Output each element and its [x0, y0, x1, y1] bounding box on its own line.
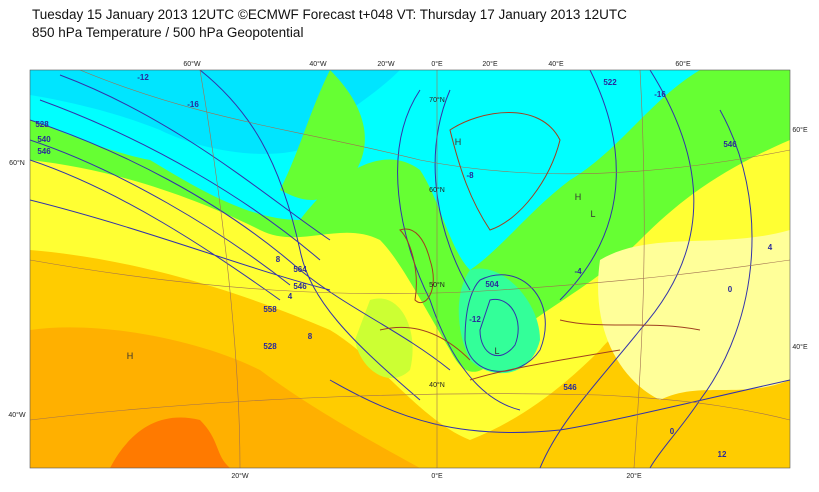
latitude-label: 70°N [429, 96, 445, 104]
contour-label: 564 [293, 265, 307, 274]
contour-label: 546 [723, 140, 737, 149]
contour-label: 4 [768, 243, 773, 252]
longitude-label: 20°W [377, 60, 395, 68]
latitude-label: 60°N [429, 186, 445, 194]
contour-label: 4 [288, 292, 293, 301]
contour-label: 528 [35, 120, 49, 129]
longitude-label: 20°E [482, 60, 498, 68]
contour-label: -16 [187, 100, 199, 109]
contour-label: 528 [263, 342, 277, 351]
pressure-center: H [575, 192, 582, 202]
latitude-label: 50°N [429, 281, 445, 289]
contour-label: 546 [563, 383, 577, 392]
map-field [30, 70, 790, 468]
contour-label: 12 [718, 450, 727, 459]
contour-label: 540 [37, 135, 51, 144]
longitude-label: 0°E [431, 60, 443, 68]
pressure-center: L [590, 209, 595, 219]
contour-label: 546 [293, 282, 307, 291]
latitude-label: 60°E [792, 126, 808, 134]
contour-label: 0 [728, 285, 733, 294]
latitude-label: 40°N [429, 381, 445, 389]
title-line-1: Tuesday 15 January 2013 12UTC ©ECMWF For… [32, 7, 627, 22]
contour-label: 522 [603, 78, 617, 87]
longitude-label: 0°E [431, 472, 443, 480]
title-line-2: 850 hPa Temperature / 500 hPa Geopotenti… [32, 25, 303, 40]
latitude-label: 40°W [8, 411, 26, 419]
latitude-label: 40°E [792, 343, 808, 351]
contour-label: -16 [654, 90, 666, 99]
latitude-label: 60°N [9, 159, 25, 167]
contour-label: -4 [574, 267, 582, 276]
contour-label: 8 [308, 332, 313, 341]
contour-label: 8 [276, 255, 281, 264]
pressure-center: L [494, 346, 499, 356]
contour-label: -8 [466, 171, 474, 180]
longitude-label: 60°E [675, 60, 691, 68]
pressure-center: H [127, 351, 134, 361]
longitude-label: 40°W [309, 60, 327, 68]
map-frame [29, 69, 791, 469]
longitude-label: 40°E [548, 60, 564, 68]
pressure-center: H [455, 137, 462, 147]
contour-label: -12 [469, 315, 481, 324]
contour-label: 0 [670, 427, 675, 436]
longitude-label: 20°W [231, 472, 249, 480]
longitude-label: 20°E [626, 472, 642, 480]
contour-label: 558 [263, 305, 277, 314]
contour-label: 504 [485, 280, 499, 289]
longitude-label: 60°W [183, 60, 201, 68]
contour-label: 546 [37, 147, 51, 156]
contour-label: -12 [137, 73, 149, 82]
